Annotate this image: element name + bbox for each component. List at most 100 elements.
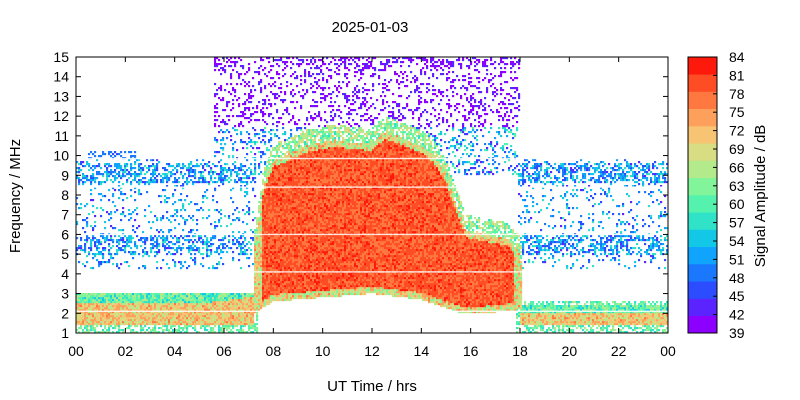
heatmap-cell — [226, 323, 229, 326]
heatmap-cell — [306, 289, 309, 292]
heatmap-cell — [102, 209, 105, 212]
heatmap-cell — [266, 225, 269, 228]
heatmap-cell — [160, 321, 163, 326]
heatmap-cell — [300, 213, 303, 218]
heatmap-cell — [278, 205, 281, 208]
heatmap-cell — [178, 305, 181, 310]
heatmap-cell — [142, 319, 145, 322]
heatmap-cell — [316, 133, 319, 136]
heatmap-cell — [278, 191, 281, 194]
heatmap-cell — [128, 325, 131, 328]
heatmap-cell — [194, 309, 197, 312]
heatmap-cell — [126, 261, 129, 264]
heatmap-cell — [248, 107, 251, 112]
heatmap-cell — [252, 211, 255, 214]
heatmap-cell — [180, 321, 183, 324]
heatmap-cell — [94, 327, 97, 330]
heatmap-cell — [164, 169, 167, 172]
heatmap-cell — [310, 279, 313, 282]
heatmap-cell — [280, 297, 283, 302]
heatmap-cell — [308, 217, 311, 224]
heatmap-cell — [294, 159, 297, 164]
heatmap-cell — [316, 195, 319, 198]
heatmap-cell — [260, 235, 263, 238]
heatmap-cell — [136, 309, 139, 312]
heatmap-cell — [312, 239, 315, 242]
heatmap-cell — [230, 83, 233, 86]
heatmap-cell — [100, 297, 103, 300]
heatmap-cell — [188, 245, 191, 248]
heatmap-cell — [110, 165, 113, 168]
heatmap-cell — [328, 163, 331, 166]
heatmap-cell — [130, 253, 133, 256]
heatmap-cell — [254, 303, 257, 306]
heatmap-cell — [292, 95, 295, 98]
heatmap-cell — [328, 133, 331, 136]
heatmap-cell — [222, 119, 225, 122]
heatmap-cell — [234, 57, 237, 60]
heatmap-cell — [172, 321, 175, 326]
heatmap-cell — [200, 163, 203, 166]
heatmap-cell — [172, 329, 175, 334]
heatmap-cell — [136, 227, 139, 230]
heatmap-cell — [296, 179, 299, 182]
heatmap-cell — [266, 231, 269, 234]
heatmap-cell — [318, 293, 321, 296]
heatmap-cell — [132, 313, 135, 318]
heatmap-cell — [120, 151, 123, 154]
heatmap-cell — [262, 259, 265, 262]
heatmap-cell — [158, 173, 161, 176]
heatmap-cell — [168, 293, 171, 298]
heatmap-cell — [268, 209, 271, 212]
heatmap-cell — [122, 329, 125, 332]
heatmap-cell — [328, 261, 331, 264]
heatmap-cell — [316, 241, 319, 244]
heatmap-cell — [174, 313, 177, 316]
heatmap-cell — [208, 331, 211, 334]
heatmap-cell — [180, 293, 183, 296]
heatmap-cell — [304, 137, 307, 140]
heatmap-cell — [258, 163, 261, 166]
heatmap-cell — [324, 295, 327, 298]
heatmap-cell — [314, 203, 317, 206]
heatmap-cell — [244, 107, 247, 112]
heatmap-cell — [130, 295, 133, 302]
heatmap-cell — [308, 171, 311, 174]
heatmap-cell — [136, 181, 139, 184]
heatmap-cell — [104, 181, 107, 184]
heatmap-cell — [262, 221, 265, 228]
heatmap-cell — [320, 93, 323, 96]
heatmap-cell — [226, 297, 229, 302]
heatmap-cell — [98, 251, 101, 254]
heatmap-cell — [322, 73, 325, 76]
heatmap-cell — [270, 273, 273, 276]
heatmap-cell — [230, 197, 233, 200]
heatmap-cell — [234, 295, 237, 298]
heatmap-cell — [226, 317, 229, 320]
heatmap-cell — [248, 67, 251, 72]
heatmap-cell — [114, 253, 117, 256]
heatmap-cell — [142, 315, 145, 318]
heatmap-cell — [312, 231, 315, 234]
heatmap-cell — [190, 295, 193, 298]
heatmap-cell — [322, 93, 325, 96]
heatmap-cell — [266, 249, 269, 254]
heatmap-cell — [220, 309, 223, 312]
heatmap-cell — [302, 59, 305, 64]
heatmap-cell — [276, 205, 279, 208]
heatmap-cell — [170, 303, 173, 306]
heatmap-cell — [288, 153, 291, 156]
heatmap-cell — [298, 177, 301, 184]
heatmap-cell — [182, 297, 185, 300]
heatmap-cell — [252, 321, 255, 324]
heatmap-cell — [216, 251, 219, 254]
heatmap-cell — [322, 179, 325, 184]
heatmap-cell — [202, 315, 205, 318]
heatmap-cell — [120, 305, 123, 308]
heatmap-cell — [238, 77, 241, 80]
heatmap-cell — [328, 75, 331, 78]
heatmap-cell — [202, 253, 205, 256]
heatmap-cell — [92, 239, 95, 242]
heatmap-cell — [290, 135, 293, 138]
heatmap-cell — [282, 205, 285, 212]
